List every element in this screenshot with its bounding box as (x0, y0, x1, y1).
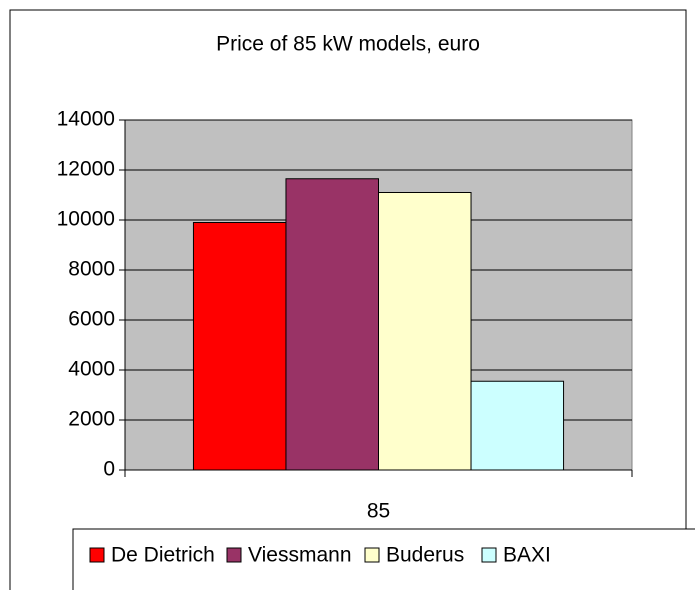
legend-label: De Dietrich (111, 544, 215, 567)
y-tick-label: 12000 (57, 158, 115, 181)
y-tick-label: 10000 (57, 208, 115, 231)
legend-swatch (226, 547, 242, 563)
y-tick-label: 8000 (68, 258, 115, 281)
y-tick-label: 0 (103, 458, 115, 481)
bar (470, 380, 565, 471)
chart-title: Price of 85 kW models, euro (216, 33, 480, 56)
x-tick-label: 85 (367, 500, 390, 523)
bar (378, 192, 472, 471)
y-tick-label: 4000 (68, 358, 115, 381)
legend-box (72, 528, 695, 590)
bar (192, 222, 287, 471)
y-tick-label: 14000 (57, 108, 115, 131)
legend-label: Viessmann (248, 544, 352, 567)
legend-swatch (89, 547, 105, 563)
bar (285, 178, 379, 471)
y-tick-label: 6000 (68, 308, 115, 331)
legend-label: Buderus (386, 544, 464, 567)
y-tick-label: 2000 (68, 408, 115, 431)
legend-label: BAXI (503, 544, 551, 567)
legend-swatch (481, 547, 497, 563)
legend-swatch (364, 547, 380, 563)
